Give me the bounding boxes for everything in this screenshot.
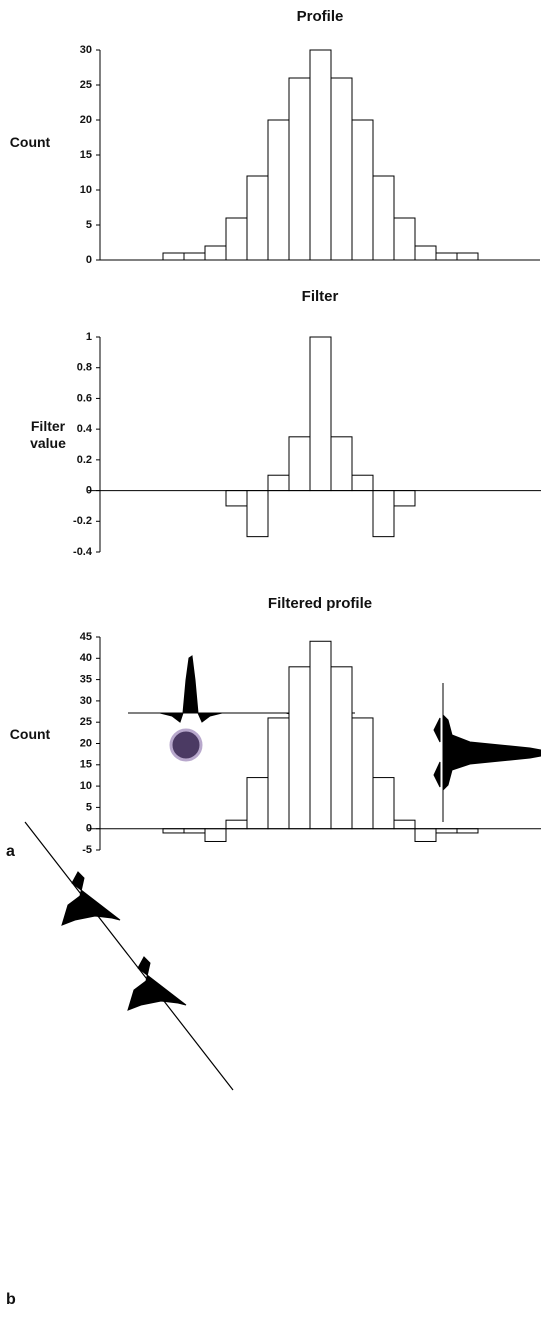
y-tick-label: 45 (80, 631, 92, 643)
y-tick-label: -0.2 (73, 515, 92, 527)
bar (246, 175, 269, 261)
bar (225, 819, 248, 830)
y-tick-label: 5 (86, 801, 92, 813)
bar (330, 77, 353, 261)
y-tick-label: 0.2 (77, 454, 92, 466)
y-tick-label: 10 (80, 184, 92, 196)
bar (267, 119, 290, 261)
bar (225, 217, 248, 261)
bar (393, 490, 416, 507)
y-tick-label: 35 (80, 674, 92, 686)
chart-title: Profile (297, 8, 344, 25)
y-tick-label: -0.4 (73, 546, 93, 558)
y-tick-label: 20 (80, 114, 92, 126)
bar (456, 252, 479, 261)
y-tick-label: 0.6 (77, 392, 92, 404)
y-tick-label: 25 (80, 79, 92, 91)
bar (351, 119, 374, 261)
y-tick-label: -5 (82, 844, 92, 856)
y-tick-label: 25 (80, 716, 92, 728)
y-tick-label: 15 (80, 759, 92, 771)
bar (372, 175, 395, 261)
bar (456, 828, 479, 834)
y-tick-label: 10 (80, 780, 92, 792)
bar (225, 490, 248, 507)
panel-label: b (6, 1291, 16, 1308)
bar (204, 245, 227, 261)
bar (393, 217, 416, 261)
bar (372, 490, 395, 538)
bar (414, 828, 437, 842)
bar (162, 828, 185, 834)
y-tick-label: 20 (80, 737, 92, 749)
bar (267, 717, 290, 830)
panel-label: a (6, 843, 15, 860)
bar (330, 666, 353, 830)
bar (435, 828, 458, 834)
y-tick-label: 5 (86, 219, 92, 231)
chart-title: Filter (302, 288, 339, 305)
bar (351, 717, 374, 830)
bar (330, 436, 353, 492)
bar (309, 640, 332, 830)
y-axis-label: Count (9, 134, 51, 150)
bar (351, 474, 374, 492)
bar (246, 490, 269, 538)
bar (288, 666, 311, 830)
bar (288, 436, 311, 492)
bar (393, 819, 416, 830)
y-tick-label: 30 (80, 44, 92, 56)
y-tick-label: 40 (80, 652, 92, 664)
bar (204, 828, 227, 842)
y-axis-label: Filter value (30, 418, 66, 451)
y-tick-label: 0.4 (77, 423, 93, 435)
y-tick-label: 15 (80, 149, 92, 161)
chart-title: Filtered profile (268, 595, 372, 612)
bar (246, 777, 269, 830)
bar (372, 777, 395, 830)
bar (183, 828, 206, 834)
y-tick-label: 0.8 (77, 362, 92, 374)
y-tick-label: 1 (86, 331, 92, 343)
y-axis-label: Count (9, 726, 51, 742)
bar (162, 252, 185, 261)
y-tick-label: 30 (80, 695, 92, 707)
bar (267, 474, 290, 492)
y-tick-label: 0 (86, 254, 92, 266)
bar (288, 77, 311, 261)
bar (309, 49, 332, 261)
bar (309, 336, 332, 492)
bar (414, 245, 437, 261)
bar (183, 252, 206, 261)
bar (435, 252, 458, 261)
